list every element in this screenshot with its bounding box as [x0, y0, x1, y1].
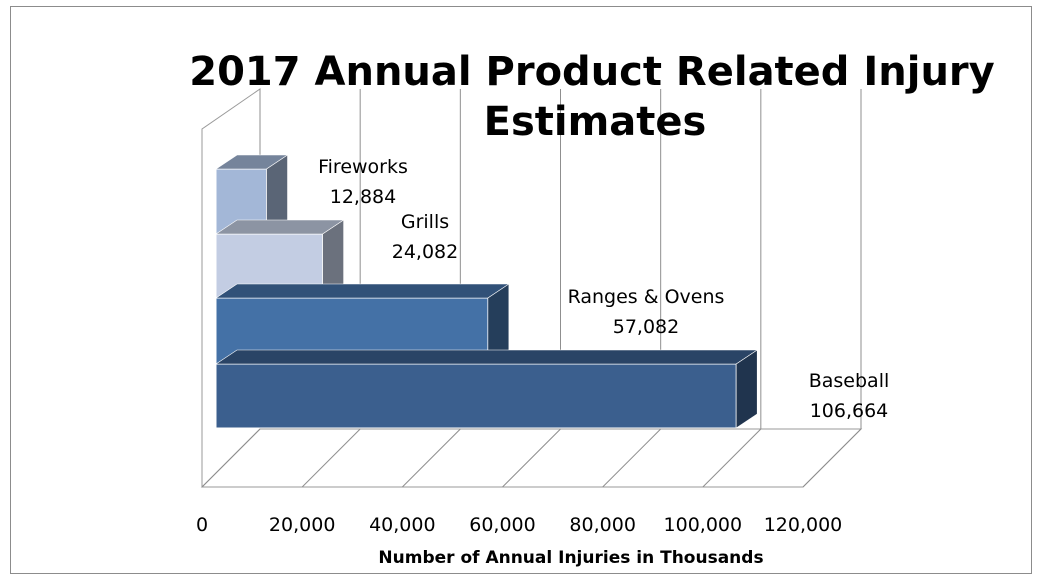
bar-top [215, 349, 759, 365]
gridline [301, 89, 361, 488]
data-label-category: Ranges & Ovens [568, 286, 725, 308]
x-tick-label: 60,000 [469, 514, 535, 536]
data-label-category: Baseball [809, 370, 890, 392]
bar-top [215, 283, 510, 299]
gridline [401, 89, 461, 488]
x-tick-label: 100,000 [664, 514, 743, 536]
chart-title-line-2: Estimates [484, 99, 707, 145]
gridline [602, 89, 662, 488]
data-label-value: 106,664 [810, 400, 889, 422]
bar-side [735, 349, 758, 429]
gridline [802, 89, 862, 488]
bar-top [215, 219, 345, 235]
bars [215, 154, 759, 429]
bar-front [215, 363, 737, 429]
data-label-category: Fireworks [318, 156, 408, 178]
x-tick-label: 0 [196, 514, 208, 536]
x-tick-labels: 0 20,000 40,000 60,000 80,000 100,000 120,000 [196, 514, 842, 536]
data-label-value: 57,082 [613, 316, 679, 338]
x-axis-label: Number of Annual Injuries in Thousands [378, 548, 763, 568]
x-tick-label: 40,000 [369, 514, 435, 536]
gridlines [201, 89, 862, 488]
x-tick-label: 80,000 [569, 514, 635, 536]
bar-3 [215, 154, 289, 235]
data-label-value: 24,082 [392, 241, 458, 263]
bar-0 [215, 349, 759, 429]
x-tick-label: 20,000 [269, 514, 335, 536]
data-label-value: 12,884 [330, 186, 396, 208]
gridline [502, 89, 561, 488]
gridline [702, 89, 762, 488]
chart-title-line-1: 2017 Annual Product Related Injury [189, 49, 994, 95]
x-tick-label: 120,000 [764, 514, 843, 536]
data-label-category: Grills [401, 211, 449, 233]
chart-frame: Fireworks 12,884 Grills 24,082 Ranges & Oven… [10, 6, 1032, 574]
